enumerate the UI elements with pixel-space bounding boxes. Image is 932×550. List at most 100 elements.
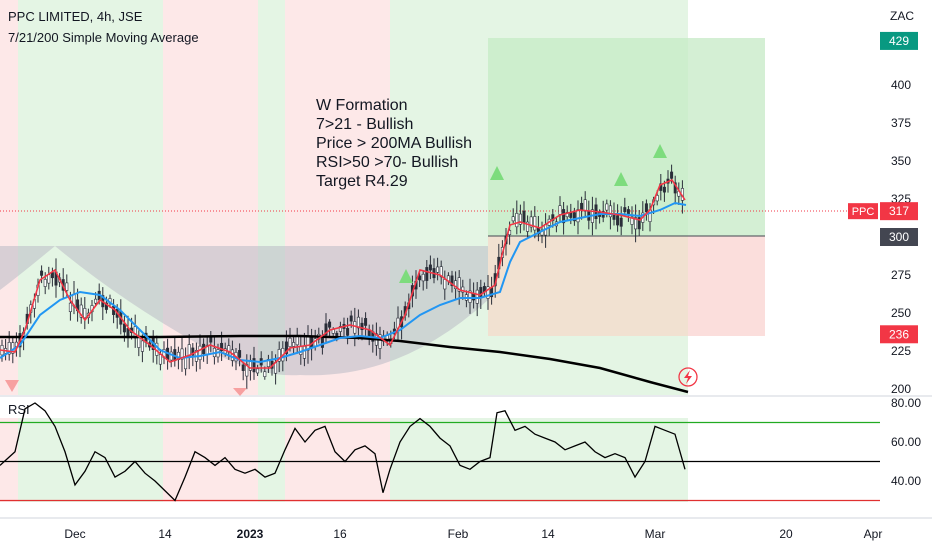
candle-body [140, 340, 144, 352]
candle-body [428, 264, 432, 271]
candle-body [583, 199, 587, 212]
candle-body [320, 336, 324, 348]
annotation-line: RSI>50 >70- Bullish [316, 154, 459, 171]
sma-200-line [0, 334, 689, 394]
chart-title: PPC LIMITED, 4h, JSE [8, 9, 143, 24]
w-formation-shape [0, 246, 488, 376]
price-label-box [880, 31, 918, 50]
candle-body [324, 323, 328, 336]
time-tick-label: Feb [448, 527, 469, 541]
candle-body [486, 286, 490, 299]
candle-body [626, 209, 630, 214]
candle-body [461, 286, 465, 293]
candle-body [367, 330, 371, 337]
candle-body [338, 326, 342, 332]
candle-body [533, 216, 537, 231]
lightning-icon[interactable] [678, 367, 698, 387]
time-tick-label: 20 [779, 527, 793, 541]
candle-body [522, 210, 526, 223]
candle-body [302, 346, 306, 359]
currency-label: ZAC [890, 9, 914, 23]
indicator-legend: 7/21/200 Simple Moving Average [8, 30, 199, 45]
candle-body [43, 278, 47, 287]
price-label-box [880, 202, 918, 221]
price-label-box [880, 325, 918, 344]
annotation-line: Target R4.29 [316, 173, 408, 190]
candle-body [558, 205, 562, 215]
candle-body [662, 186, 666, 193]
price-label-value: 300 [889, 230, 909, 244]
price-tick-label: 350 [891, 154, 911, 168]
candle-body [623, 207, 627, 213]
rsi-tick-label: 60.00 [891, 435, 921, 449]
candle-body [378, 334, 382, 349]
annotation-line: Price > 200MA Bullish [316, 135, 473, 152]
bear-signal-triangle [233, 388, 247, 396]
annotation-line: W Formation [316, 97, 408, 114]
candle-body [252, 358, 256, 373]
candle-body [562, 209, 566, 224]
candle-body [526, 221, 530, 232]
candle-body [256, 368, 260, 374]
candle-body [104, 302, 108, 310]
candle-body [457, 277, 461, 292]
price-tick-label: 275 [891, 268, 911, 282]
candle-body [608, 205, 612, 218]
candle-body [518, 213, 522, 225]
candle-body [277, 349, 281, 362]
candle-body [238, 350, 242, 358]
candle-body [529, 216, 533, 228]
rsi-pane[interactable]: RSI 40.00 60.00 80.00 [0, 396, 921, 502]
candle-body [180, 348, 184, 360]
signal-markers [5, 144, 667, 396]
candle-body [94, 298, 98, 304]
price-label-value: 317 [889, 204, 909, 218]
candle-body [418, 275, 422, 281]
price-axis[interactable]: ZAC 200225250275300325350375400 429PPC31… [848, 9, 918, 396]
time-tick-label: 16 [333, 527, 347, 541]
price-tick-label: 375 [891, 116, 911, 130]
candle-body [450, 275, 454, 287]
rsi-tick-label: 80.00 [891, 396, 921, 410]
candle-body [576, 209, 580, 223]
time-tick-label: 2023 [237, 527, 264, 541]
sma-21-line [0, 201, 687, 364]
time-axis[interactable]: Dec 14 2023 16 Feb 14 Mar 20 Apr [64, 527, 882, 541]
candle-body [122, 323, 126, 333]
candle-body [356, 316, 360, 329]
bull-signal-triangle [614, 172, 628, 186]
time-tick-label: Mar [645, 527, 666, 541]
candle-body [263, 371, 267, 377]
price-label-value: 236 [889, 327, 909, 341]
candle-body [454, 280, 458, 290]
candle-body [515, 212, 519, 228]
candle-body [158, 354, 162, 365]
candle-body [241, 364, 245, 371]
candle-body [475, 289, 479, 304]
candle-body [284, 341, 288, 354]
candle-body [634, 217, 638, 230]
rsi-tick-label: 40.00 [891, 474, 921, 488]
price-tick-label: 200 [891, 382, 911, 396]
candle-body [353, 321, 357, 334]
candle-body [360, 322, 364, 330]
candle-body [637, 217, 641, 230]
bull-signal-triangle [490, 166, 504, 180]
price-tick-label: 225 [891, 344, 911, 358]
bull-signal-triangle [399, 269, 413, 283]
candle-body [616, 215, 620, 226]
candle-body [630, 216, 634, 225]
bear-signal-triangle [5, 380, 19, 392]
time-tick-label: 14 [541, 527, 555, 541]
sma-7-line [0, 179, 686, 369]
candle-body [572, 212, 576, 222]
annotation-text: W Formation 7>21 - Bullish Price > 200MA… [316, 96, 472, 191]
candle-body [40, 270, 44, 276]
candle-body [328, 321, 332, 328]
symbol-tag-label: PPC [852, 206, 875, 218]
bull-signal-triangle [653, 144, 667, 158]
candle-body [169, 351, 173, 361]
candle-body [310, 335, 314, 349]
candle-body [421, 273, 425, 282]
